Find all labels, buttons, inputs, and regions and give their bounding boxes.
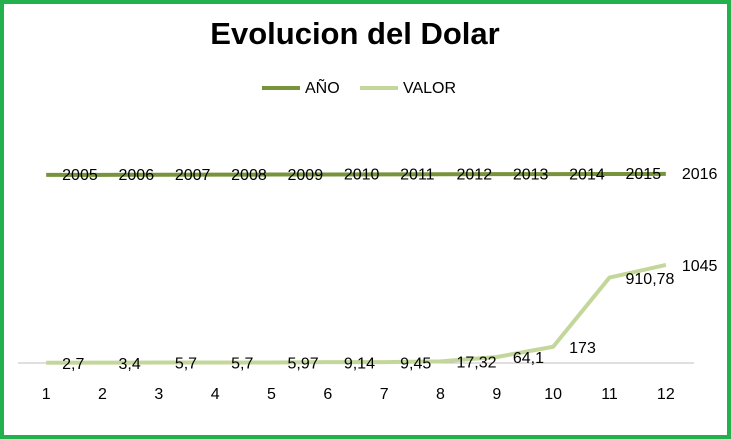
data-label: 2011 <box>400 167 435 184</box>
data-label: 9,45 <box>400 355 431 372</box>
data-label: 910,78 <box>626 271 675 288</box>
x-tick-label: 8 <box>436 386 445 403</box>
legend-label: VALOR <box>403 80 456 97</box>
x-tick-label: 11 <box>601 386 618 403</box>
data-label: 17,32 <box>457 355 497 372</box>
data-label: 2006 <box>119 167 155 184</box>
chart-title: Evolucion del Dolar <box>210 16 499 51</box>
data-label: 2005 <box>62 167 98 184</box>
x-tick-label: 6 <box>323 386 332 403</box>
x-tick-label: 3 <box>154 386 163 403</box>
data-label: 2007 <box>175 167 211 184</box>
x-tick-label: 9 <box>492 386 501 403</box>
data-label: 2009 <box>288 167 324 184</box>
data-label: 2008 <box>231 167 267 184</box>
data-label: 3,4 <box>119 356 141 373</box>
x-tick-label: 10 <box>544 386 562 403</box>
data-label: 9,14 <box>344 355 375 372</box>
data-label: 2015 <box>626 166 662 183</box>
data-label: 1045 <box>682 258 718 275</box>
data-label: 5,97 <box>288 356 319 373</box>
data-label: 2012 <box>457 166 493 183</box>
data-label: 2,7 <box>62 356 84 373</box>
series-line <box>46 171 666 177</box>
x-tick-label: 4 <box>211 386 220 403</box>
data-label: 5,7 <box>175 356 197 373</box>
legend-label: AÑO <box>305 77 340 97</box>
data-label: 2014 <box>569 166 605 183</box>
x-tick-label: 1 <box>42 386 51 403</box>
data-label: 173 <box>569 340 596 357</box>
series-line <box>46 263 667 365</box>
data-label: 2010 <box>344 167 380 184</box>
data-label: 64,1 <box>513 350 544 367</box>
x-tick-label: 7 <box>380 386 389 403</box>
x-tick-label: 2 <box>98 386 107 403</box>
data-label: 5,7 <box>231 356 253 373</box>
x-tick-label: 12 <box>657 386 675 403</box>
data-label: 2016 <box>682 166 718 183</box>
x-tick-label: 5 <box>267 386 276 403</box>
data-label: 2013 <box>513 166 549 183</box>
